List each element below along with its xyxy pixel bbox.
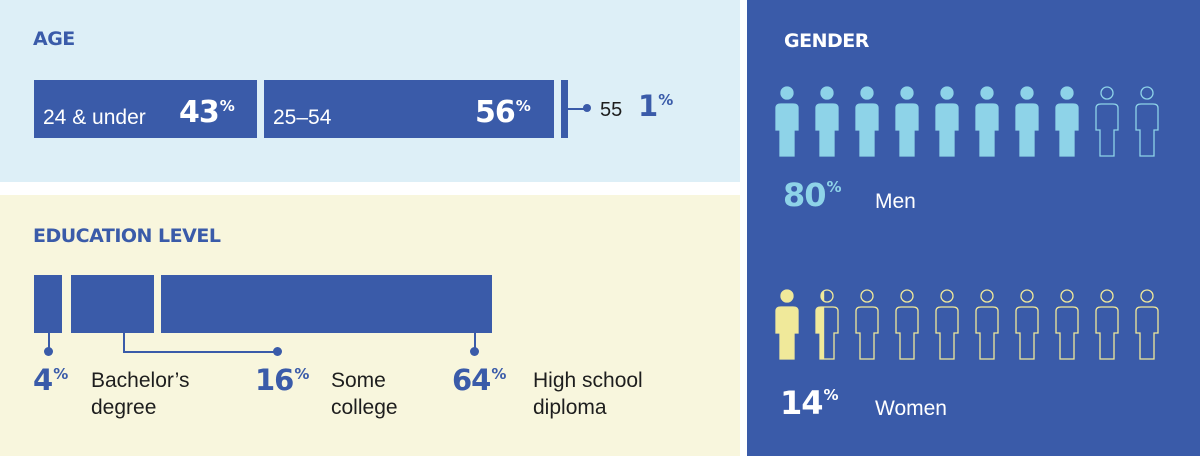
edu-bar-bachelors: [34, 275, 62, 333]
edu-value-bachelors: 4%: [33, 363, 69, 397]
age-connector-dot: [583, 104, 591, 112]
edu-connector-dot: [273, 347, 282, 356]
man-person-icon: [973, 86, 1013, 158]
edu-connector-line: [474, 333, 476, 350]
edu-connector-line: [123, 333, 125, 353]
woman-person-icon: [1053, 289, 1093, 361]
age-55-label: 55: [600, 99, 623, 121]
edu-label-bachelors: Bachelor’s degree: [91, 369, 190, 419]
edu-value-high-school: 64%: [452, 363, 507, 397]
age-55-value: 1%: [638, 89, 674, 123]
age-panel: AGE 24 & under 43% 25–54 56% 55 1%: [0, 0, 740, 182]
age-bar-value: 56%: [475, 95, 531, 130]
man-person-icon: [893, 86, 933, 158]
men-label: Men: [875, 190, 916, 213]
men-value: 80%: [783, 176, 842, 214]
education-panel: EDUCATION LEVEL 4% Bachelor’s degree 16% …: [0, 195, 740, 456]
age-bar-25-54: 25–54 56%: [264, 80, 554, 138]
man-person-icon: [853, 86, 893, 158]
edu-connector-line: [123, 351, 275, 353]
age-bar-value: 43%: [179, 95, 235, 130]
woman-person-icon: [933, 289, 973, 361]
edu-bar-some-college: [71, 275, 154, 333]
gender-title: GENDER: [784, 30, 869, 52]
edu-connector-line: [48, 333, 50, 350]
edu-label-some-college: Some college: [331, 369, 398, 419]
women-value: 14%: [780, 384, 839, 422]
women-icon-row: [773, 289, 1173, 361]
age-bar-label: 24 & under: [43, 106, 146, 129]
age-connector-line: [568, 108, 586, 110]
edu-connector-dot: [44, 347, 53, 356]
men-icon-row: [773, 86, 1173, 158]
edu-bar-high-school: [161, 275, 492, 333]
woman-person-icon: [973, 289, 1013, 361]
edu-label-high-school: High school diploma: [533, 369, 643, 419]
man-person-icon: [1093, 86, 1133, 158]
age-bar-label: 25–54: [273, 106, 332, 129]
edu-connector-dot: [470, 347, 479, 356]
age-bar-24-under: 24 & under 43%: [34, 80, 257, 138]
edu-value-some-college: 16%: [255, 363, 310, 397]
women-label: Women: [875, 397, 947, 420]
man-person-icon: [773, 86, 813, 158]
man-person-icon: [1133, 86, 1173, 158]
man-person-icon: [933, 86, 973, 158]
woman-person-icon: [813, 289, 853, 361]
man-person-icon: [1013, 86, 1053, 158]
education-title: EDUCATION LEVEL: [33, 225, 221, 247]
woman-person-icon: [1093, 289, 1133, 361]
man-person-icon: [813, 86, 853, 158]
woman-person-icon: [853, 289, 893, 361]
man-person-icon: [1053, 86, 1093, 158]
woman-person-icon: [1013, 289, 1053, 361]
age-title: AGE: [33, 28, 75, 50]
woman-person-icon: [773, 289, 813, 361]
gender-panel: GENDER: [747, 0, 1200, 456]
woman-person-icon: [893, 289, 933, 361]
woman-person-icon: [1133, 289, 1173, 361]
age-bar-55: [561, 80, 568, 138]
